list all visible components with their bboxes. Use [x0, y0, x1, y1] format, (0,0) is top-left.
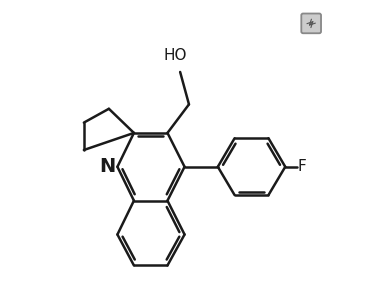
- FancyBboxPatch shape: [301, 14, 321, 33]
- Text: HO: HO: [164, 48, 188, 63]
- Text: N: N: [99, 157, 116, 176]
- Text: F: F: [298, 159, 307, 174]
